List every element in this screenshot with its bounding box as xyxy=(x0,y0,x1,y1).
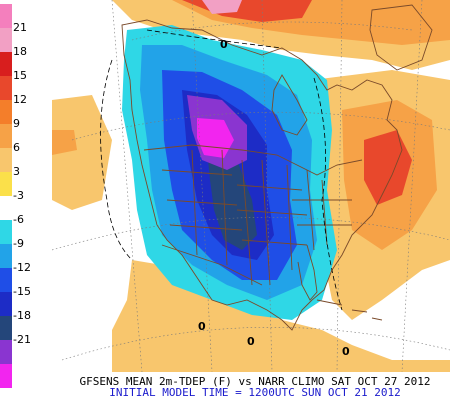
legend-label: 9 xyxy=(13,117,20,130)
grid-parallel-25 xyxy=(61,326,450,361)
us-mexico-border xyxy=(161,244,263,286)
legend-swatch xyxy=(0,220,12,244)
zero-contour-west xyxy=(100,59,133,261)
cold-level-15 xyxy=(207,150,257,250)
legend-label: 3 xyxy=(13,165,20,178)
legend-swatch xyxy=(0,244,12,268)
legend-label: -9 xyxy=(13,237,24,250)
legend-swatch xyxy=(0,268,12,292)
legend-label: 15 xyxy=(13,69,27,82)
legend-swatch xyxy=(0,124,12,148)
florida-coast xyxy=(297,244,318,301)
legend-swatch xyxy=(0,292,12,316)
state-lines-west xyxy=(161,149,243,266)
zero-contour-east xyxy=(313,77,343,311)
legend-label: 21 xyxy=(13,21,27,34)
legend-label: 12 xyxy=(13,93,27,106)
color-scale-legend: 21 18 15 12 9 6 3 -3 -6 -9 -12 -15 -18 -21 xyxy=(0,0,52,392)
caribbean-islands xyxy=(316,299,383,321)
zero-contour-north xyxy=(146,29,283,49)
legend-label: -12 xyxy=(13,261,31,274)
west-warm-edge xyxy=(52,95,112,210)
temperature-anomaly-map: 0 0 0 0 xyxy=(52,0,450,372)
state-lines-central xyxy=(236,159,308,286)
legend-label: -6 xyxy=(13,213,24,226)
legend-label: -15 xyxy=(13,285,31,298)
legend-swatch xyxy=(0,28,12,52)
us-canada-border xyxy=(143,144,363,176)
north-america-coastline xyxy=(121,19,403,331)
legend-swatch xyxy=(0,316,12,340)
contour-label-south: 0 xyxy=(247,335,255,348)
legend-swatch xyxy=(0,52,12,76)
map-grid xyxy=(52,0,450,372)
legend-swatch xyxy=(0,4,12,28)
contour-label-north: 0 xyxy=(220,38,228,51)
greenland-coast xyxy=(369,4,433,71)
legend-label: 6 xyxy=(13,141,20,154)
contour-label-southeast: 0 xyxy=(342,345,350,358)
hudson-bay-coast xyxy=(271,74,308,136)
coastlines-and-borders xyxy=(121,4,433,331)
legend-swatch xyxy=(0,148,12,172)
legend-label: -3 xyxy=(13,189,24,202)
grid-parallel-40 xyxy=(52,217,450,251)
contour-label-southwest: 0 xyxy=(198,320,206,333)
grid-parallel-55 xyxy=(71,111,450,141)
legend-swatch xyxy=(0,364,12,388)
grid-parallel-70 xyxy=(131,21,413,41)
chart-title-line: GFSENS MEAN 2m-TDEP (F) vs NARR CLIMO SA… xyxy=(79,375,431,388)
legend-swatch xyxy=(0,76,12,100)
arctic-pink-core xyxy=(202,0,242,14)
legend-label: -18 xyxy=(13,309,31,322)
warm-anomaly-areas xyxy=(52,0,450,372)
legend-swatch xyxy=(0,100,12,124)
legend-label: -21 xyxy=(13,333,31,346)
west-orange-spot xyxy=(52,130,77,155)
legend-swatch xyxy=(0,340,12,364)
east-red-core xyxy=(364,130,412,205)
zero-contour-lines xyxy=(100,29,343,311)
legend-swatch xyxy=(0,172,12,196)
contour-labels: 0 0 0 0 xyxy=(198,38,350,358)
init-time-line: INITIAL MODEL TIME = 1200UTC SUN OCT 21 … xyxy=(109,386,401,399)
legend-label: 18 xyxy=(13,45,27,58)
legend-swatch xyxy=(0,196,12,220)
